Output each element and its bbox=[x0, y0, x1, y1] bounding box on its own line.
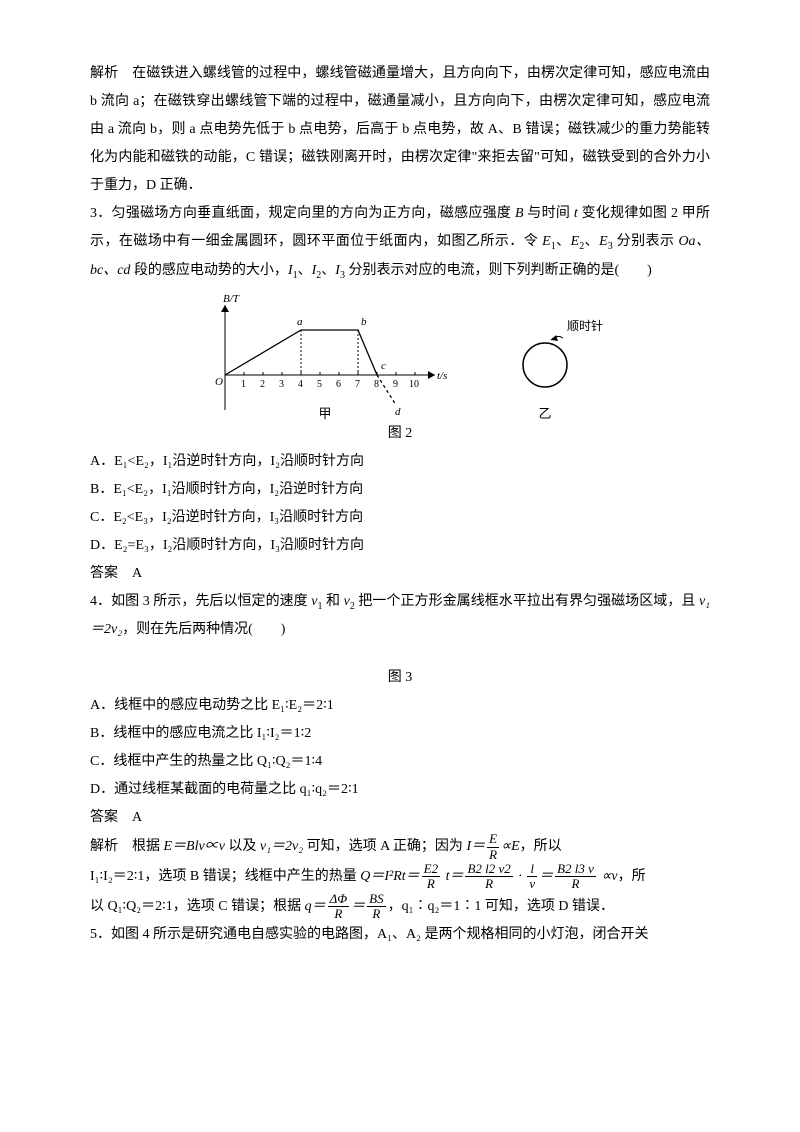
q3-stem: 3．匀强磁场方向垂直纸面，规定向里的方向为正方向，磁感应强度 B 与时间 t 变… bbox=[90, 200, 710, 286]
svg-text:a: a bbox=[297, 316, 303, 328]
frac-E-over-R: ER bbox=[487, 832, 499, 862]
analysis4-line1: 解析 根据 E＝Blv∝v 以及 v₁＝2v₂ 可知，选项 A 正确；因为 I＝… bbox=[90, 832, 710, 862]
svg-text:c: c bbox=[381, 360, 386, 372]
svg-text:6: 6 bbox=[336, 379, 341, 390]
origin-label: O bbox=[215, 376, 223, 388]
q4-number: 4． bbox=[90, 594, 111, 609]
svg-text:8: 8 bbox=[374, 379, 379, 390]
q4-option-a: A．线框中的感应电动势之比 E₁∶E₂＝2∶1 bbox=[90, 692, 710, 720]
q4-option-d: D．通过线框某截面的电荷量之比 q₁∶q₂＝2∶1 bbox=[90, 776, 710, 804]
analysis4-line2: I₁∶I₂＝2∶1，选项 B 错误；线框中产生的热量 Q＝I²Rt＝E2R t＝… bbox=[90, 862, 710, 892]
y-axis-label: B/T bbox=[223, 293, 240, 305]
q3-number: 3． bbox=[90, 206, 112, 221]
ring-diagram: 顺时针 乙 bbox=[505, 290, 605, 420]
q4-option-c: C．线框中产生的热量之比 Q₁∶Q₂＝1∶4 bbox=[90, 748, 710, 776]
var-B: B bbox=[515, 206, 524, 221]
analysis4-line3: 以 Q₁∶Q₂＝2∶1，选项 C 错误；根据 q＝ΔΦR＝BSR，q₁∶q₂＝1… bbox=[90, 892, 710, 922]
svg-text:4: 4 bbox=[298, 379, 303, 390]
q3-option-c: C．E₂<E₃，I₂沿逆时针方向，I₃沿顺时针方向 bbox=[90, 504, 710, 532]
q5-number: 5． bbox=[90, 927, 111, 942]
fig2-right-label: 乙 bbox=[538, 406, 551, 420]
fig2-left-label: 甲 bbox=[318, 406, 331, 420]
svg-text:7: 7 bbox=[355, 379, 360, 390]
q4-option-b: B．线框中的感应电流之比 I₁∶I₂＝1∶2 bbox=[90, 720, 710, 748]
q3-option-a: A．E₁<E₂，I₁沿逆时针方向，I₂沿顺时针方向 bbox=[90, 448, 710, 476]
svg-text:9: 9 bbox=[393, 379, 398, 390]
x-axis-label: t/s bbox=[437, 370, 447, 382]
q4-answer: 答案 A bbox=[90, 804, 710, 832]
svg-text:d: d bbox=[395, 406, 401, 418]
q3-option-b: B．E₁<E₂，I₁沿顺时针方向，I₂沿逆时针方向 bbox=[90, 476, 710, 504]
svg-text:5: 5 bbox=[317, 379, 322, 390]
q3-option-d: D．E₂=E₃，I₂沿顺时针方向，I₃沿顺时针方向 bbox=[90, 532, 710, 560]
analysis-label: 解析 bbox=[90, 66, 118, 81]
q3-answer: 答案 A bbox=[90, 560, 710, 588]
q5-stem: 5．如图 4 所示是研究通电自感实验的电路图，A₁、A₂ 是两个规格相同的小灯泡… bbox=[90, 921, 710, 949]
analysis-text: 在磁铁进入螺线管的过程中，螺线管磁通量增大，且方向向下，由楞次定律可知，感应电流… bbox=[90, 66, 710, 193]
svg-text:1: 1 bbox=[241, 379, 246, 390]
svg-text:2: 2 bbox=[260, 379, 265, 390]
frac-q4: B2 l3 vR bbox=[555, 862, 596, 892]
frac-q1: E2R bbox=[422, 862, 440, 892]
q4-stem: 4．如图 3 所示，先后以恒定的速度 v1 和 v2 把一个正方形金属线框水平拉… bbox=[90, 588, 710, 645]
svg-text:10: 10 bbox=[409, 379, 419, 390]
fig2-caption: 图 2 bbox=[90, 420, 710, 448]
analysis-1: 解析 在磁铁进入螺线管的过程中，螺线管磁通量增大，且方向向下，由楞次定律可知，感… bbox=[90, 60, 710, 200]
chart-bt: B/T t/s O 1 2 3 4 5 6 7 8 9 10 bbox=[195, 290, 455, 420]
svg-text:3: 3 bbox=[279, 379, 284, 390]
frac-bs: BSR bbox=[367, 892, 385, 922]
var-E123: E bbox=[542, 234, 551, 249]
figure-2: B/T t/s O 1 2 3 4 5 6 7 8 9 10 bbox=[90, 290, 710, 420]
frac-dphi: ΔΦR bbox=[328, 892, 350, 922]
frac-q2: B2 l2 v2R bbox=[465, 862, 512, 892]
frac-q3: lv bbox=[527, 862, 537, 892]
svg-text:b: b bbox=[361, 316, 367, 328]
ring-label: 顺时针 bbox=[567, 318, 603, 333]
fig3-caption: 图 3 bbox=[90, 664, 710, 692]
